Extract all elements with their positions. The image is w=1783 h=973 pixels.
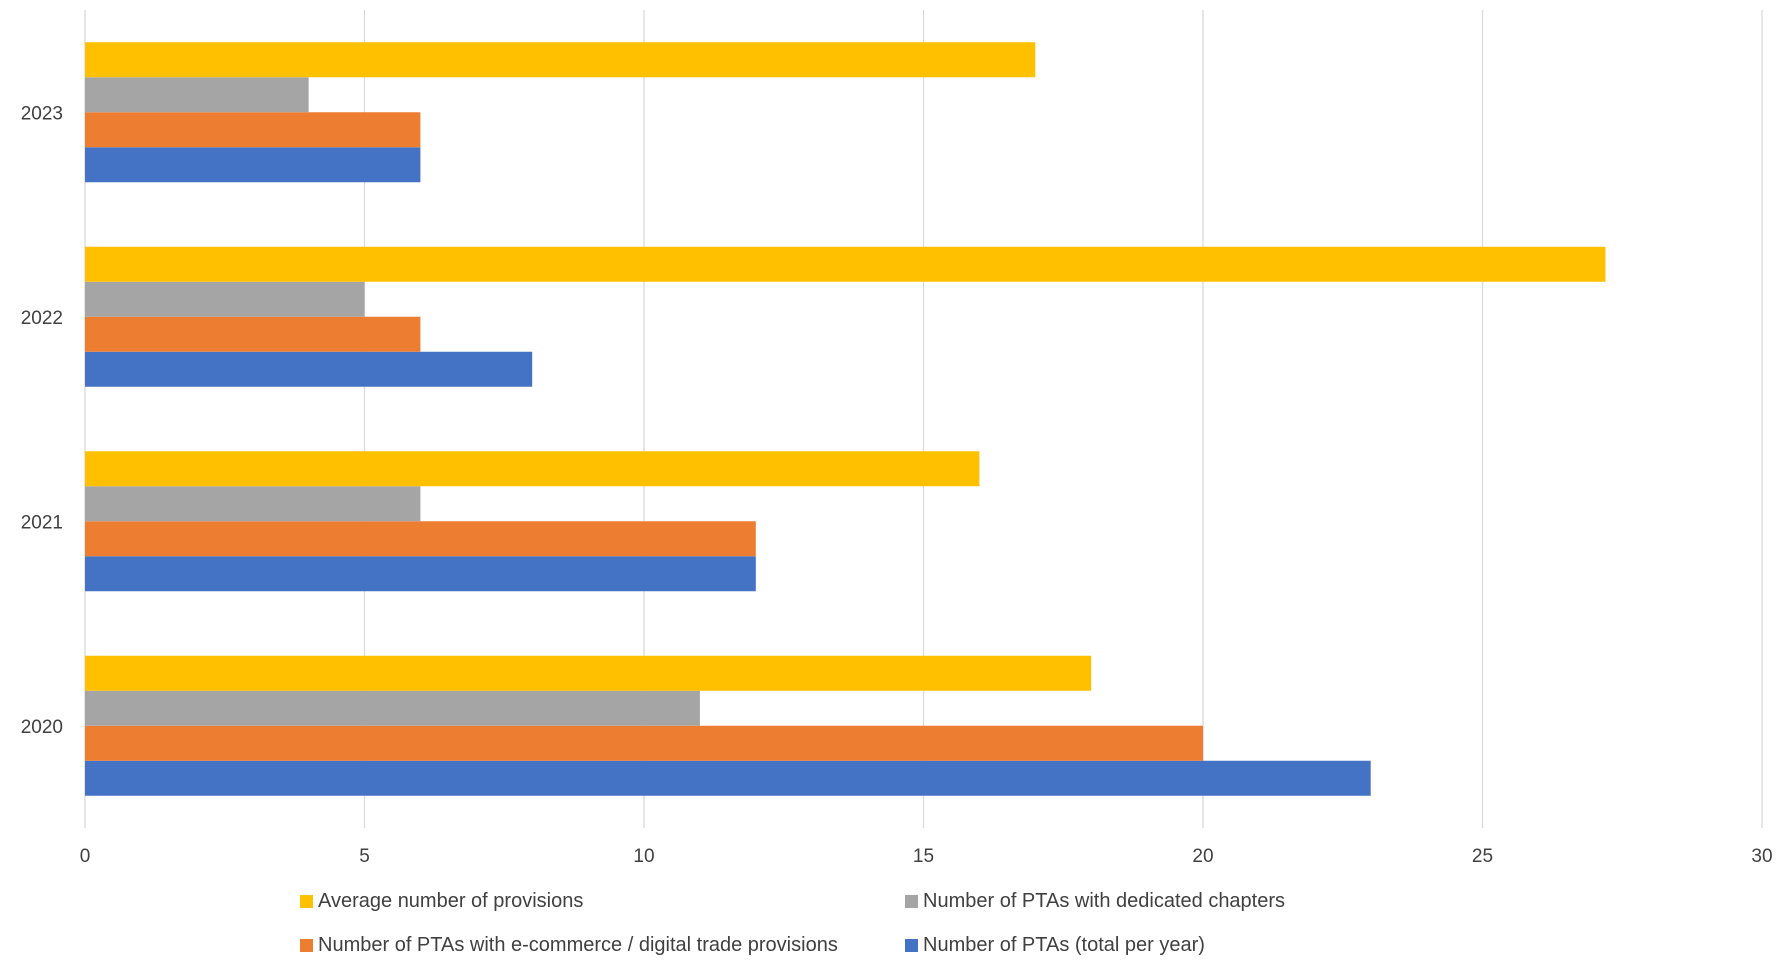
legend-item-dedicated-chapters: Number of PTAs with dedicated chapters [905,890,1285,913]
bar-2023-series-0 [85,147,421,183]
bar-2022-series-0 [85,351,533,387]
legend-item-average-provisions: Average number of provisions [300,890,905,913]
bars [85,42,1606,796]
legend-swatch-average-provisions [300,894,313,908]
bar-2023-series-2 [85,77,309,113]
legend-label-ecommerce-provisions: Number of PTAs with e-commerce / digital… [318,933,838,956]
bar-2022-series-1 [85,316,421,352]
legend-item-ecommerce-provisions: Number of PTAs with e-commerce / digital… [300,934,905,957]
y-tick-label-2020: 2020 [21,717,63,738]
x-tick-label: 15 [913,846,934,867]
x-tick-label: 5 [359,846,370,867]
legend-item-total-ptas: Number of PTAs (total per year) [905,934,1205,957]
bar-2020-series-0 [85,760,1371,796]
y-tick-label-2023: 2023 [21,103,63,124]
bar-2020-series-3 [85,655,1092,691]
legend-label-dedicated-chapters: Number of PTAs with dedicated chapters [923,889,1286,912]
legend-label-average-provisions: Average number of provisions [318,889,584,912]
bar-2022-series-3 [85,246,1606,282]
y-tick-label-2021: 2021 [21,512,63,533]
bar-2023-series-1 [85,112,421,148]
x-tick-label: 20 [1192,846,1213,867]
legend-row-1: Average number of provisions Number of P… [300,885,1500,917]
x-tick-label: 0 [80,846,91,867]
legend: Average number of provisions Number of P… [300,885,1500,973]
bar-2021-series-1 [85,521,756,557]
y-tick-label-2022: 2022 [21,308,63,329]
bar-2023-series-3 [85,42,1036,78]
x-axis-ticks: 0 5 10 15 20 25 30 [80,846,1773,867]
x-tick-label: 30 [1751,846,1772,867]
bar-2022-series-2 [85,281,365,317]
bar-2021-series-2 [85,486,421,522]
x-tick-label: 10 [633,846,654,867]
y-axis-ticks: 2020 2021 2022 2023 [21,103,63,738]
bar-2021-series-0 [85,556,756,592]
bar-2021-series-3 [85,451,980,487]
x-tick-label: 25 [1472,846,1493,867]
legend-swatch-total-ptas [905,938,918,952]
bar-2020-series-1 [85,725,1203,761]
legend-swatch-ecommerce-provisions [300,938,313,952]
legend-label-total-ptas: Number of PTAs (total per year) [923,933,1205,956]
legend-row-2: Number of PTAs with e-commerce / digital… [300,929,1500,961]
legend-swatch-dedicated-chapters [905,894,918,908]
bar-2020-series-2 [85,690,700,726]
